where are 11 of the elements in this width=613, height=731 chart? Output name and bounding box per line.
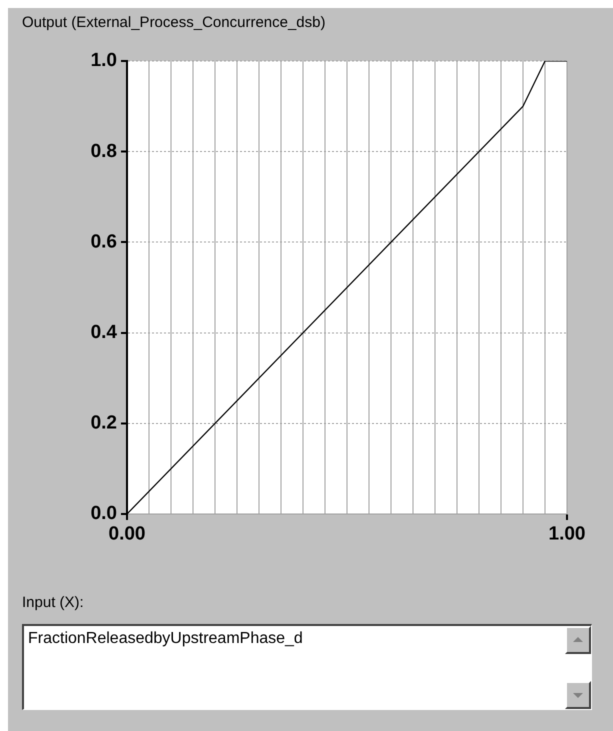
y-tick-label: 0.2: [90, 412, 117, 434]
y-tick-label: 1.0: [90, 50, 117, 72]
text: FractionReleasedbyUpstreamPhase_d: [28, 630, 303, 648]
y-axis-title: Output (External_Process_Concurrence_dsb): [22, 14, 326, 31]
y-tick-label: 0.4: [90, 322, 118, 344]
x-tick-label: 0.00: [108, 524, 146, 545]
x-axis-title: Input (X):: [22, 594, 84, 611]
y-tick-label: 0.6: [90, 231, 117, 252]
y-tick-label: 0.8: [90, 140, 117, 162]
y-tick-label: 0.0: [90, 503, 117, 524]
x-tick-label: 1.00: [548, 524, 586, 545]
